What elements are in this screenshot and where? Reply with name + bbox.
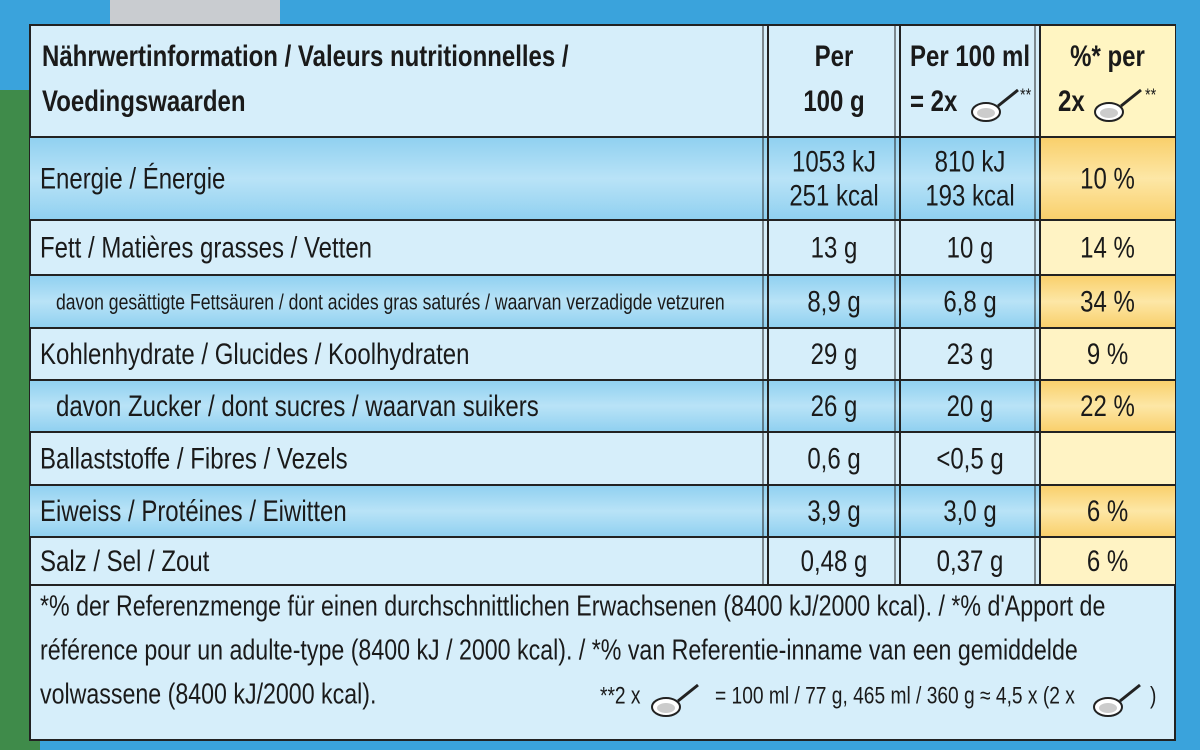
row-ri: 10 % (1080, 161, 1135, 195)
header-per-100g: Per (815, 38, 854, 72)
row-value: 3,0 g (943, 493, 996, 527)
footnote: volwassene (8400 kJ/2000 kcal). (40, 677, 376, 710)
row-value: 26 g (811, 388, 858, 422)
ri-cell (1040, 380, 1175, 432)
row-ri: 6 % (1087, 493, 1128, 527)
row-value: 8,9 g (807, 284, 860, 318)
row-ri: 6 % (1087, 543, 1128, 577)
row-label: Fett / Matières grasses / Vetten (40, 230, 372, 264)
row-ri: 14 % (1080, 230, 1135, 264)
row-band (30, 275, 1040, 328)
header-footnote-mark: ** (1020, 85, 1032, 105)
ri-cell (1040, 537, 1175, 585)
ri-cell (1040, 432, 1175, 485)
row-band (30, 137, 1040, 220)
header-title: Voedingswaarden (42, 83, 246, 117)
row-ri: 9 % (1087, 336, 1128, 370)
header-ri: %* per (1070, 38, 1145, 72)
row-value: 13 g (811, 230, 858, 264)
row-value: 251 kcal (789, 178, 878, 212)
row-ri: 34 % (1080, 284, 1135, 318)
ri-cell (1040, 328, 1175, 380)
row-value: 23 g (947, 336, 994, 370)
row-value: 1053 kJ (792, 144, 876, 178)
row-value: 6,8 g (943, 284, 996, 318)
row-value: 10 g (947, 230, 994, 264)
photo-fragment (110, 0, 280, 25)
row-band (30, 485, 1040, 537)
row-label: davon gesättigte Fettsäuren / dont acide… (56, 291, 725, 315)
row-label: Kohlenhydrate / Glucides / Koolhydraten (40, 336, 469, 370)
row-value: 0,37 g (937, 543, 1004, 577)
row-ri: 22 % (1080, 388, 1135, 422)
header-ri: 2x (1058, 83, 1085, 117)
table-texts: Nährwertinformation / Valeurs nutritionn… (40, 38, 1157, 710)
header-per-100ml: Per 100 ml (910, 38, 1030, 72)
header-title: Nährwertinformation / Valeurs nutritionn… (42, 38, 569, 72)
row-value: 810 kJ (935, 144, 1006, 178)
serving-note: = 100 ml / 77 g, 465 ml / 360 g ≈ 4,5 x … (715, 681, 1075, 709)
row-label: Ballaststoffe / Fibres / Vezels (40, 441, 348, 475)
ri-cell (1040, 485, 1175, 537)
header-per-100ml: = 2x (910, 83, 957, 117)
table-cells (30, 24, 1175, 741)
ri-cell (1040, 275, 1175, 328)
ri-cell (1040, 220, 1175, 275)
row-band (30, 380, 1040, 432)
header-per-100g: 100 g (803, 83, 864, 117)
row-value: 0,6 g (807, 441, 860, 475)
serving-note: **2 x (600, 681, 641, 709)
row-value: 3,9 g (807, 493, 860, 527)
row-label: Eiweiss / Protéines / Eiwitten (40, 493, 347, 527)
row-value: 29 g (811, 336, 858, 370)
footnote: référence pour un adulte-type (8400 kJ /… (40, 633, 1078, 666)
row-label: Energie / Énergie (40, 161, 225, 195)
row-value: 0,48 g (801, 543, 868, 577)
header-footnote-mark: ** (1145, 85, 1157, 105)
row-value: 193 kcal (925, 178, 1014, 212)
row-label: Salz / Sel / Zout (40, 543, 210, 577)
row-value: <0,5 g (936, 441, 1003, 475)
serving-note: ) (1150, 681, 1156, 709)
footnote: *% der Referenzmenge für einen durchschn… (40, 589, 1105, 622)
row-value: 20 g (947, 388, 994, 422)
ri-cell (1040, 137, 1175, 220)
row-label: davon Zucker / dont sucres / waarvan sui… (56, 388, 539, 422)
